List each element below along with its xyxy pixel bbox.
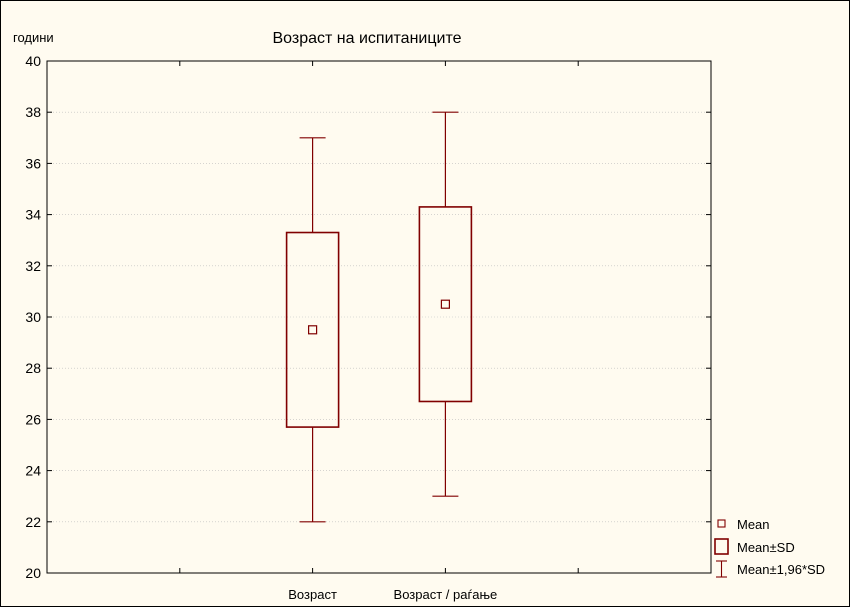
y-tick-label: 26	[25, 411, 41, 427]
mean-marker	[440, 299, 450, 309]
sd-box	[418, 206, 473, 403]
mean-marker	[308, 325, 318, 335]
box-group	[285, 137, 340, 523]
legend-mean-symbol	[717, 519, 726, 528]
legend-label: Mean	[737, 517, 770, 532]
y-tick-label: 30	[25, 309, 41, 325]
legend: Mean Mean±SD Mean±1,96*SD	[714, 517, 825, 578]
y-tick-label: 36	[25, 155, 41, 171]
plot-marks	[285, 111, 473, 523]
legend-sd-symbol	[714, 538, 729, 555]
x-category-label: Возраст	[288, 587, 337, 602]
grid-lines	[47, 111, 711, 523]
y-tick-label: 32	[25, 258, 41, 274]
y-tick-label: 40	[25, 53, 41, 69]
y-tick-label: 24	[25, 463, 41, 479]
sd-box	[285, 231, 340, 428]
axes: 20 22 24 26 28 30 32 34 36 38 40 Возраст Возраст / р…	[25, 53, 711, 602]
y-tick-label: 22	[25, 514, 41, 530]
y-tick-label: 28	[25, 360, 41, 376]
chart-title: Возраст на испитаниците	[273, 30, 462, 47]
y-axis-unit-label: години	[13, 30, 54, 45]
y-tick-label: 38	[25, 104, 41, 120]
y-tick-label: 34	[25, 207, 41, 223]
legend-label: Mean±SD	[737, 540, 795, 555]
box-group	[418, 111, 473, 497]
legend-label: Mean±1,96*SD	[737, 562, 825, 577]
y-tick-label: 20	[25, 565, 41, 581]
x-category-label: Возраст / раѓање	[394, 587, 498, 602]
